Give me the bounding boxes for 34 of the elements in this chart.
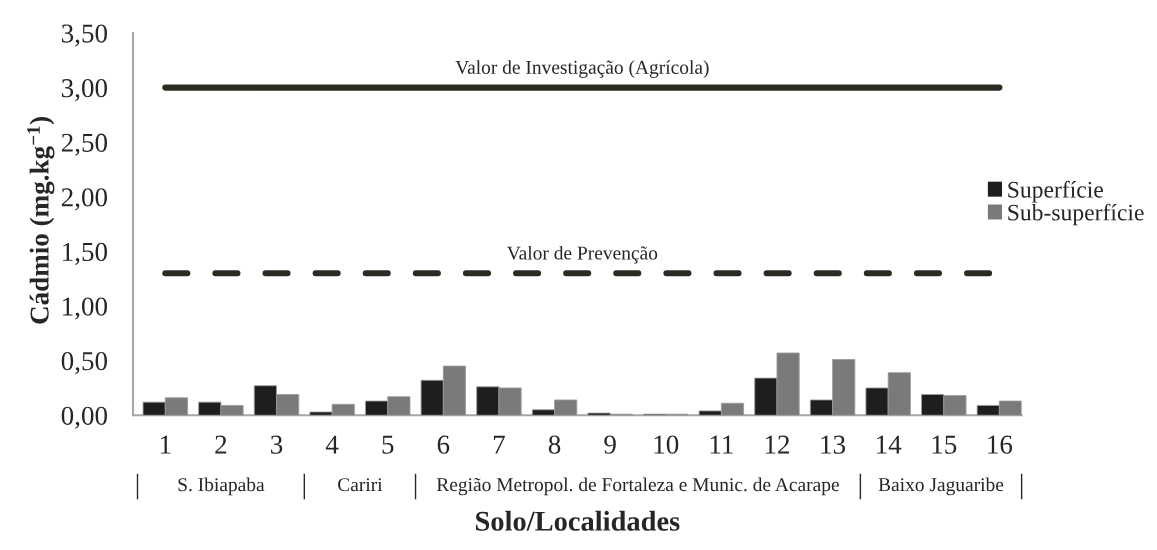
y-tick-label: 3,50 <box>61 24 108 47</box>
y-axis-title: Cádmio (mg.kg$^{−1}$) <box>27 116 55 324</box>
ref-line-label: Valor de Prevenção <box>506 245 658 264</box>
legend-label: Sub-superfície <box>1008 203 1144 226</box>
y-tick-label: 3,00 <box>61 78 108 102</box>
y-tick-label: 2,50 <box>61 133 108 156</box>
text: Região Metropol. de Fortaleza e Munic. de Acarape <box>436 477 839 496</box>
y-tick-label: 0,50 <box>61 352 108 375</box>
x-tick-label: 11 <box>710 435 733 454</box>
y-tick-label: 2,00 <box>61 188 108 211</box>
x-tick-label: 10 <box>654 435 679 454</box>
x-tick-label: 15 <box>932 435 957 454</box>
x-tick-label: 8 <box>548 435 561 454</box>
x-tick-label: 4 <box>325 435 339 454</box>
x-tick-label: 9 <box>604 435 616 454</box>
legend-label: Superfície <box>1008 180 1103 203</box>
x-tick-label: 14 <box>877 435 902 454</box>
x-tick-label: 16 <box>988 435 1013 454</box>
text: Cariri <box>338 478 383 492</box>
text: Baixo Jaguaribe <box>878 477 1004 496</box>
x-tick-label: 12 <box>765 435 790 454</box>
x-tick-label: 13 <box>821 435 846 454</box>
x-tick-label: 3 <box>271 435 283 454</box>
ref-line-label: Valor de Investigação (Agrícola) <box>455 60 709 78</box>
x-tick-label: 6 <box>437 435 450 454</box>
y-tick-label: 1,50 <box>63 242 108 265</box>
y-tick-label: 0,00 <box>61 406 108 429</box>
x-tick-label: 2 <box>215 435 227 454</box>
y-tick-label: 1,00 <box>63 297 108 320</box>
x-axis-title: Solo/Localidades <box>476 510 680 531</box>
x-tick-label: 7 <box>493 435 505 454</box>
x-tick-label: 1 <box>160 435 171 454</box>
x-tick-label: 5 <box>382 435 394 454</box>
text: S. Ibiapaba <box>178 477 265 496</box>
